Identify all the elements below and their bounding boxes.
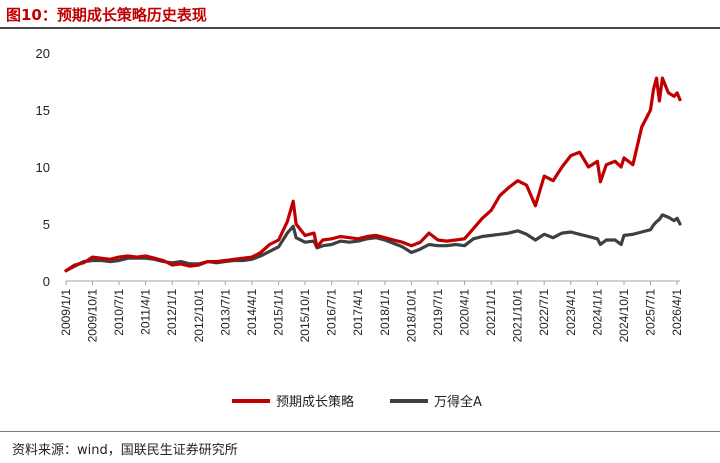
x-tick-label: 2017/4/1 — [351, 289, 365, 336]
y-tick-label: 15 — [36, 103, 50, 118]
y-tick-label: 5 — [43, 217, 50, 232]
y-axis: 0 5 10 15 20 — [36, 46, 50, 289]
x-tick-label: 2014/4/1 — [245, 289, 259, 336]
x-tick-label: 2023/4/1 — [564, 289, 578, 336]
y-tick-label: 10 — [36, 160, 50, 175]
x-axis: 2009/1/1 2009/10/1 2010/7/1 2011/4/1 2012/1/… — [59, 280, 684, 343]
x-tick-label: 2026/4/1 — [670, 289, 684, 336]
series-line-2 — [64, 213, 682, 273]
footer-rule — [0, 431, 720, 432]
legend-label: 预期成长策略 — [276, 394, 354, 410]
chart-title: 图10：预期成长策略历史表现 — [6, 6, 207, 24]
x-tick-label: 2019/7/1 — [431, 289, 445, 336]
x-tick-label: 2012/10/1 — [192, 289, 206, 343]
x-tick-label: 2025/7/1 — [644, 289, 658, 336]
y-tick-label: 20 — [36, 46, 50, 61]
legend-label: 万得全A — [434, 394, 482, 410]
x-tick-label: 2010/7/1 — [112, 289, 126, 336]
source-note: 资料来源：wind，国联民生证券研究所 — [12, 443, 238, 458]
legend: 预期成长策略 万得全A — [232, 394, 482, 410]
x-tick-label: 2020/4/1 — [458, 289, 472, 336]
x-tick-label: 2022/7/1 — [537, 289, 551, 336]
x-tick-label: 2024/10/1 — [617, 289, 631, 343]
line-chart: 0 5 10 15 20 2009/1/1 2009/10/1 2010/7/1 2011/4… — [36, 46, 685, 410]
y-tick-label: 0 — [43, 274, 50, 289]
x-tick-label: 2024/1/1 — [590, 289, 604, 336]
x-tick-label: 2015/1/1 — [272, 289, 286, 336]
x-tick-label: 2013/7/1 — [218, 289, 232, 336]
x-tick-label: 2021/1/1 — [484, 289, 498, 336]
x-tick-label: 2009/10/1 — [85, 289, 99, 343]
series-layer — [64, 76, 682, 273]
x-tick-label: 2016/7/1 — [325, 289, 339, 336]
x-tick-label: 2018/1/1 — [378, 289, 392, 336]
series-line-1 — [64, 76, 682, 273]
x-tick-label: 2018/10/1 — [404, 289, 418, 343]
x-tick-label: 2011/4/1 — [139, 289, 153, 335]
x-tick-label: 2009/1/1 — [59, 289, 73, 336]
x-tick-label: 2015/10/1 — [298, 289, 312, 343]
x-tick-label: 2012/1/1 — [165, 289, 179, 336]
x-tick-label: 2021/10/1 — [511, 289, 525, 343]
title-rule — [0, 27, 720, 29]
